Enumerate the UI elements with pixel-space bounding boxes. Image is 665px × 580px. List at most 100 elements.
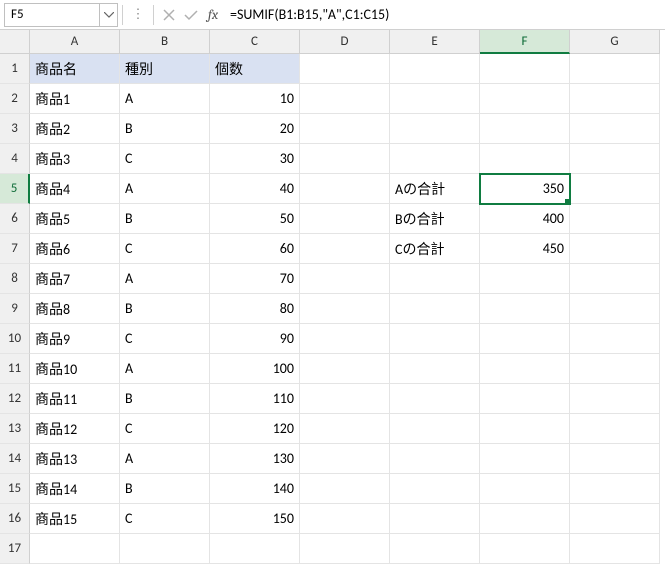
- cell-E2[interactable]: [390, 84, 480, 114]
- cell-E16[interactable]: [390, 504, 480, 534]
- cell-A12[interactable]: 商品11: [30, 384, 120, 414]
- column-header-A[interactable]: A: [30, 30, 120, 54]
- row-header-13[interactable]: 13: [0, 414, 30, 444]
- cell-D9[interactable]: [300, 294, 390, 324]
- cell-D2[interactable]: [300, 84, 390, 114]
- formula-input[interactable]: [224, 3, 661, 27]
- cell-C6[interactable]: 50: [210, 204, 300, 234]
- cell-D5[interactable]: [300, 174, 390, 204]
- name-box-dropdown[interactable]: [100, 3, 118, 27]
- row-header-1[interactable]: 1: [0, 54, 30, 84]
- cell-C4[interactable]: 30: [210, 144, 300, 174]
- row-header-3[interactable]: 3: [0, 114, 30, 144]
- cell-G6[interactable]: [570, 204, 660, 234]
- cell-G12[interactable]: [570, 384, 660, 414]
- cell-G8[interactable]: [570, 264, 660, 294]
- row-header-9[interactable]: 9: [0, 294, 30, 324]
- cell-D7[interactable]: [300, 234, 390, 264]
- cell-D6[interactable]: [300, 204, 390, 234]
- cell-F1[interactable]: [480, 54, 570, 84]
- cell-B3[interactable]: B: [120, 114, 210, 144]
- cell-B12[interactable]: B: [120, 384, 210, 414]
- cell-C8[interactable]: 70: [210, 264, 300, 294]
- cell-B1[interactable]: 種別: [120, 54, 210, 84]
- more-options-button[interactable]: ⋮: [127, 3, 149, 27]
- cell-F12[interactable]: [480, 384, 570, 414]
- cell-A13[interactable]: 商品12: [30, 414, 120, 444]
- cell-A15[interactable]: 商品14: [30, 474, 120, 504]
- cell-C12[interactable]: 110: [210, 384, 300, 414]
- cell-A3[interactable]: 商品2: [30, 114, 120, 144]
- cell-F9[interactable]: [480, 294, 570, 324]
- column-header-G[interactable]: G: [570, 30, 660, 54]
- cell-E11[interactable]: [390, 354, 480, 384]
- cell-D8[interactable]: [300, 264, 390, 294]
- cell-B13[interactable]: C: [120, 414, 210, 444]
- cell-E14[interactable]: [390, 444, 480, 474]
- cell-B8[interactable]: A: [120, 264, 210, 294]
- cell-D11[interactable]: [300, 354, 390, 384]
- cell-B6[interactable]: B: [120, 204, 210, 234]
- cell-E5[interactable]: Aの合計: [390, 174, 480, 204]
- cell-G17[interactable]: [570, 534, 660, 564]
- column-header-D[interactable]: D: [300, 30, 390, 54]
- cell-A9[interactable]: 商品8: [30, 294, 120, 324]
- column-header-B[interactable]: B: [120, 30, 210, 54]
- cell-A17[interactable]: [30, 534, 120, 564]
- cell-G13[interactable]: [570, 414, 660, 444]
- cell-C13[interactable]: 120: [210, 414, 300, 444]
- cell-F4[interactable]: [480, 144, 570, 174]
- cell-F2[interactable]: [480, 84, 570, 114]
- cell-E7[interactable]: Cの合計: [390, 234, 480, 264]
- cell-E17[interactable]: [390, 534, 480, 564]
- cell-F5[interactable]: 350: [480, 174, 570, 204]
- cell-E3[interactable]: [390, 114, 480, 144]
- cell-E9[interactable]: [390, 294, 480, 324]
- cell-G5[interactable]: [570, 174, 660, 204]
- cell-E8[interactable]: [390, 264, 480, 294]
- cell-D12[interactable]: [300, 384, 390, 414]
- row-header-11[interactable]: 11: [0, 354, 30, 384]
- row-header-14[interactable]: 14: [0, 444, 30, 474]
- cell-F10[interactable]: [480, 324, 570, 354]
- cell-A8[interactable]: 商品7: [30, 264, 120, 294]
- cell-C10[interactable]: 90: [210, 324, 300, 354]
- cell-C17[interactable]: [210, 534, 300, 564]
- cell-E13[interactable]: [390, 414, 480, 444]
- cell-F3[interactable]: [480, 114, 570, 144]
- select-all-corner[interactable]: [0, 30, 30, 54]
- cell-B11[interactable]: A: [120, 354, 210, 384]
- cell-G15[interactable]: [570, 474, 660, 504]
- formula-enter-button[interactable]: [180, 3, 202, 27]
- cell-C3[interactable]: 20: [210, 114, 300, 144]
- row-header-17[interactable]: 17: [0, 534, 30, 564]
- row-header-10[interactable]: 10: [0, 324, 30, 354]
- cell-D4[interactable]: [300, 144, 390, 174]
- column-header-C[interactable]: C: [210, 30, 300, 54]
- cell-C2[interactable]: 10: [210, 84, 300, 114]
- cell-A6[interactable]: 商品5: [30, 204, 120, 234]
- cell-C5[interactable]: 40: [210, 174, 300, 204]
- cell-D15[interactable]: [300, 474, 390, 504]
- cell-D16[interactable]: [300, 504, 390, 534]
- cell-A16[interactable]: 商品15: [30, 504, 120, 534]
- cell-A7[interactable]: 商品6: [30, 234, 120, 264]
- row-header-5[interactable]: 5: [0, 174, 30, 204]
- cell-G16[interactable]: [570, 504, 660, 534]
- cell-F15[interactable]: [480, 474, 570, 504]
- cell-E10[interactable]: [390, 324, 480, 354]
- cell-E15[interactable]: [390, 474, 480, 504]
- cell-F13[interactable]: [480, 414, 570, 444]
- column-header-F[interactable]: F: [480, 30, 570, 54]
- cell-G2[interactable]: [570, 84, 660, 114]
- cell-G14[interactable]: [570, 444, 660, 474]
- row-header-12[interactable]: 12: [0, 384, 30, 414]
- cell-G9[interactable]: [570, 294, 660, 324]
- cell-B2[interactable]: A: [120, 84, 210, 114]
- cell-G10[interactable]: [570, 324, 660, 354]
- cell-B15[interactable]: B: [120, 474, 210, 504]
- cell-B17[interactable]: [120, 534, 210, 564]
- formula-cancel-button[interactable]: [158, 3, 180, 27]
- cell-B14[interactable]: A: [120, 444, 210, 474]
- row-header-7[interactable]: 7: [0, 234, 30, 264]
